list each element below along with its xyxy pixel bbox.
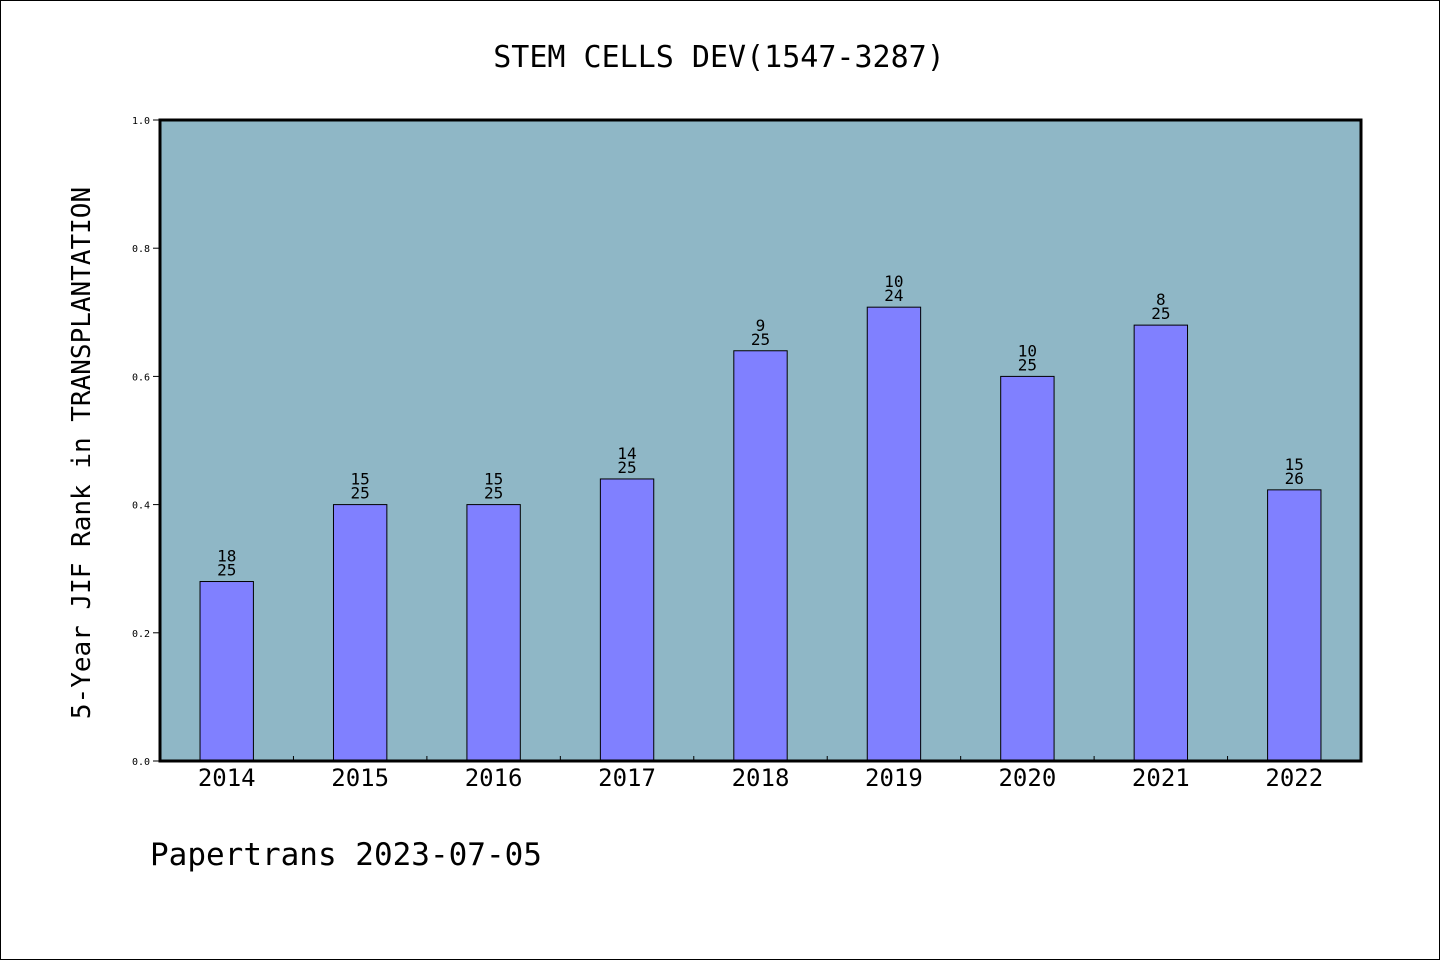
bar-rank-label: 15 [351, 470, 370, 489]
bar-total-label: 26 [1285, 469, 1304, 488]
bar-total-label: 25 [484, 484, 503, 503]
bar-2015 [332, 504, 388, 762]
bar-total-label: 24 [884, 286, 903, 305]
footer-credit: Papertrans 2023-07-05 [150, 837, 542, 873]
y-tick-label: 0.8 [132, 244, 150, 255]
x-tick-label: 2022 [1265, 764, 1323, 792]
bar-2017 [599, 478, 655, 762]
bar-2020 [1000, 375, 1055, 762]
bar-rank-label: 8 [1156, 290, 1166, 309]
chart-title: STEM CELLS DEV(1547-3287) [493, 40, 945, 75]
bar-total-label: 25 [751, 330, 770, 349]
bar-rank-label: 9 [756, 316, 766, 335]
bar-2014 [199, 581, 254, 762]
y-tick-label: 1.0 [132, 116, 150, 127]
x-tick-label: 2017 [598, 764, 656, 792]
bar-2022 [1267, 489, 1322, 762]
bar-rank-label: 10 [1018, 341, 1037, 360]
bar-2021 [1133, 324, 1189, 762]
bar-total-label: 25 [351, 484, 370, 503]
y-tick-label: 0.4 [132, 501, 150, 512]
bar-rank-label: 18 [217, 547, 236, 566]
axis-ticks-group: 2014 2015 2016 2017 2018 2019 2020 2021 2022 0.0 0… [132, 116, 1323, 792]
x-tick-label: 2014 [198, 764, 256, 792]
bar-2018 [733, 350, 788, 762]
x-tick-label: 2018 [732, 764, 790, 792]
bar-rank-label: 15 [1285, 455, 1304, 474]
y-tick-label: 0.2 [132, 629, 150, 640]
x-tick-label: 2016 [465, 764, 523, 792]
y-axis-label: 5-Year JIF Rank in TRANSPLANTATION [67, 187, 97, 719]
bar-total-label: 25 [617, 458, 636, 477]
bar-total-label: 25 [217, 561, 236, 580]
bar-2019 [866, 306, 922, 762]
plot-border [158, 118, 1363, 763]
x-tick-label: 2015 [331, 764, 389, 792]
bar-2016 [466, 504, 521, 762]
x-tick-label: 2020 [998, 764, 1056, 792]
bar-rank-label: 10 [884, 272, 903, 291]
y-tick-label: 0.6 [132, 372, 150, 383]
x-tick-label: 2019 [865, 764, 923, 792]
bar-rank-label: 15 [484, 470, 503, 489]
y-tick-label: 0.0 [132, 757, 150, 768]
bar-total-label: 25 [1018, 355, 1037, 374]
bar-total-label: 25 [1151, 304, 1170, 323]
x-tick-label: 2021 [1132, 764, 1190, 792]
bar-rank-label: 14 [617, 444, 636, 463]
